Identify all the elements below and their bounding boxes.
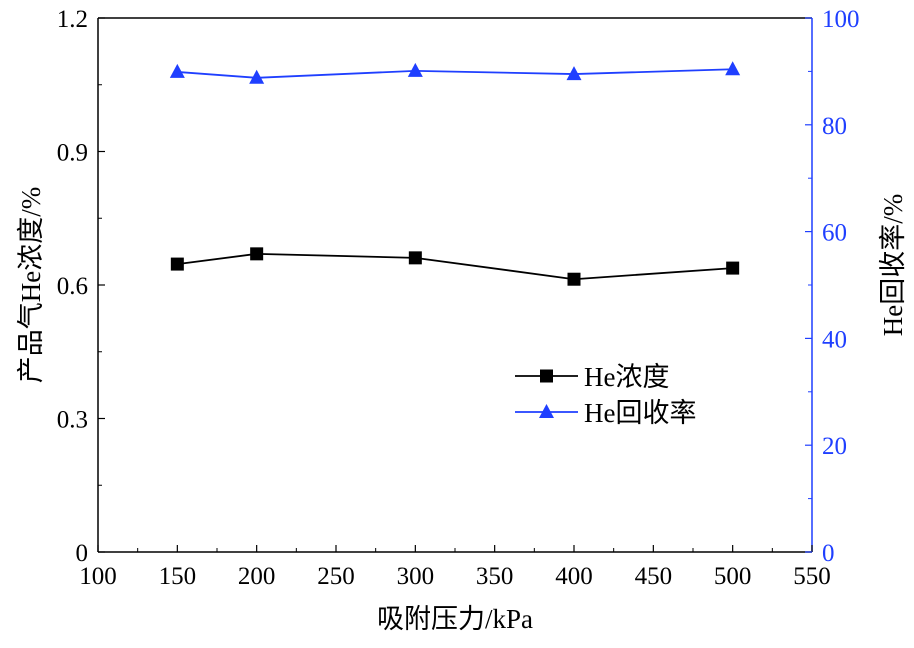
y-left-axis-label: 产品气He浓度/% (16, 187, 46, 383)
x-tick-label: 100 (79, 563, 117, 590)
y-right-tick-label: 100 (822, 6, 860, 33)
data-point-triangle (725, 61, 741, 76)
x-tick-label: 350 (476, 563, 514, 590)
data-point-triangle (407, 62, 423, 77)
data-point-square (726, 261, 740, 275)
y-right-axis-label: He回收率/% (878, 194, 908, 336)
x-tick-label: 300 (397, 563, 435, 590)
y-left-tick-label: 0.6 (57, 273, 88, 300)
data-point-square (170, 257, 184, 271)
legend-marker-triangle (539, 404, 554, 418)
x-tick-label: 400 (555, 563, 593, 590)
data-point-triangle (169, 63, 185, 78)
y-left-tick-label: 1.2 (57, 6, 88, 33)
y-right-tick-label: 60 (822, 220, 847, 247)
data-point-triangle (249, 69, 265, 84)
y-right-tick-label: 40 (822, 326, 847, 353)
y-right-tick-label: 0 (822, 540, 835, 567)
data-point-square (250, 247, 264, 261)
data-point-triangle (566, 66, 582, 81)
y-left-tick-label: 0.3 (57, 407, 88, 434)
legend-label: He回收率 (584, 398, 696, 428)
y-right-tick-label: 20 (822, 433, 847, 460)
y-left-tick-label: 0 (76, 540, 89, 567)
x-tick-label: 500 (714, 563, 752, 590)
x-tick-label: 550 (793, 563, 831, 590)
data-point-square (567, 272, 581, 286)
x-tick-label: 150 (159, 563, 197, 590)
x-tick-label: 450 (635, 563, 673, 590)
x-tick-label: 250 (317, 563, 355, 590)
legend-label: He浓度 (584, 362, 669, 392)
series-line-1 (177, 68, 733, 79)
x-axis-label: 吸附压力/kPa (377, 604, 533, 634)
y-left-tick-label: 0.9 (57, 140, 88, 167)
y-right-tick-label: 80 (822, 113, 847, 140)
x-tick-label: 200 (238, 563, 276, 590)
legend-marker-square (540, 369, 553, 383)
data-point-square (408, 251, 422, 265)
